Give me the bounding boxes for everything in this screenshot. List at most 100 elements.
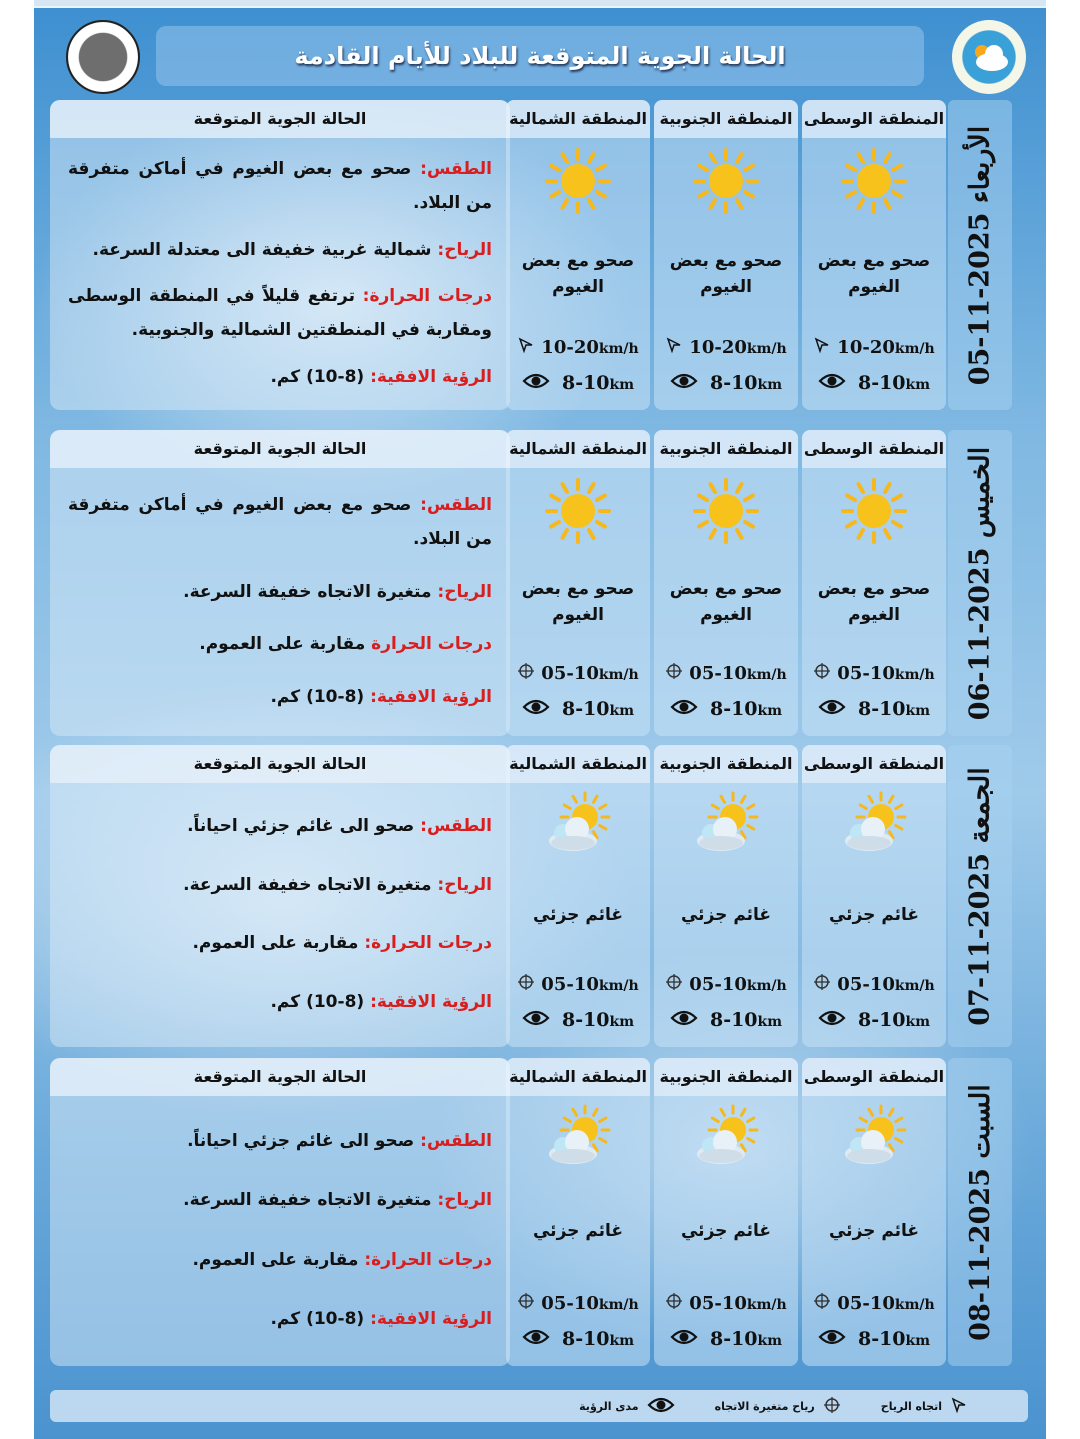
visibility-unit: km	[609, 377, 635, 393]
partly-cloudy-icon	[543, 1104, 613, 1174]
visibility-value: 8-10	[709, 698, 758, 720]
eye-icon	[647, 1396, 675, 1417]
visibility: 8-10km	[654, 694, 798, 724]
day-row: السبت 2025-11-08 المنطقة الوسطى غائم جزئ…	[50, 1058, 1028, 1366]
visibility-unit: km	[757, 377, 783, 393]
variable-wind-icon	[813, 973, 831, 996]
partly-cloudy-icon	[691, 791, 761, 861]
eye-icon	[670, 698, 698, 721]
forecast-line: الرؤية الافقية: (8-10) كم.	[68, 360, 492, 394]
wind-speed: 10-20km/h	[802, 332, 946, 362]
visibility-value: 8-10	[857, 698, 906, 720]
wind-value: 05-10	[541, 662, 599, 684]
forecast-text: صحو الى غائم جزئي احياناً.	[187, 1130, 415, 1151]
sun-icon	[691, 146, 761, 216]
forecast-line: الطقس: صحو الى غائم جزئي احياناً.	[68, 809, 492, 843]
forecast-text: ترتفع قليلاً في المنطقة الوسطى ومقاربة ف…	[68, 286, 492, 341]
wind-direction-arrow-icon	[517, 336, 535, 359]
wind-value: 10-20	[837, 336, 895, 358]
header-bar: الحالة الجوية المتوقعة للبلاد للأيام الق…	[156, 26, 924, 86]
forecast-label: الرياح:	[437, 239, 492, 260]
wind-unit: km/h	[598, 666, 639, 683]
condition-text: صحو مع بعض الغيوم	[654, 546, 798, 658]
visibility-unit: km	[609, 703, 635, 719]
sun-icon	[839, 476, 909, 546]
forecast-line: درجات الحرارة: ترتفع قليلاً في المنطقة ا…	[68, 279, 492, 347]
condition-label: صحو مع بعض الغيوم	[669, 579, 783, 625]
forecast-label: الطقس:	[420, 816, 492, 837]
date-column: الخميس 2025-11-06	[948, 430, 1012, 736]
eye-icon	[522, 1328, 550, 1351]
forecast-text: متغيرة الاتجاه خفيفة السرعة.	[183, 874, 432, 895]
sun-icon	[839, 146, 909, 216]
wind-unit: km/h	[746, 1296, 787, 1313]
region-name: المنطقة الوسطى	[802, 1058, 946, 1096]
visibility: 8-10km	[802, 368, 946, 398]
visibility-unit: km	[905, 1014, 931, 1030]
visibility: 8-10km	[654, 1005, 798, 1035]
region-card: المنطقة الجنوبية صحو مع بعض الغيوم 05-10…	[654, 430, 798, 736]
eye-icon	[818, 698, 846, 721]
date-column: الجمعة 2025-11-07	[948, 745, 1012, 1047]
visibility: 8-10km	[802, 1324, 946, 1354]
partly-cloudy-icon	[839, 1104, 909, 1174]
wind-unit: km/h	[746, 977, 787, 994]
wind-speed: 05-10km/h	[506, 658, 650, 688]
forecast-line: درجات الحرارة: مقاربة على العموم.	[68, 926, 492, 960]
wind-value: 05-10	[689, 973, 747, 995]
visibility: 8-10km	[654, 368, 798, 398]
partly-cloudy-icon	[839, 791, 909, 861]
forecast-text: (8-10) كم.	[270, 1309, 365, 1330]
region-name: المنطقة الشمالية	[506, 100, 650, 138]
forecast-text: صحو مع بعض الغيوم في أماكن متفرقة من الب…	[68, 495, 492, 550]
visibility: 8-10km	[506, 694, 650, 724]
forecast-text: مقاربة على العموم.	[192, 1249, 359, 1270]
forecast-text-panel: الحالة الجوية المتوقعة الطقس: صحو مع بعض …	[50, 100, 510, 410]
condition-text: صحو مع بعض الغيوم	[802, 546, 946, 658]
forecast-line: الرياح: شمالية غربية خفيفة الى معتدلة ال…	[68, 233, 493, 267]
panel-title: الحالة الجوية المتوقعة	[50, 430, 510, 468]
visibility: 8-10km	[654, 1324, 798, 1354]
day-date: الخميس 2025-11-06	[964, 446, 996, 720]
visibility-value: 8-10	[857, 1328, 906, 1350]
variable-wind-icon	[665, 1292, 683, 1315]
visibility-value: 8-10	[857, 372, 906, 394]
region-card: المنطقة الجنوبية غائم جزئي 05-10km/h 8-1…	[654, 745, 798, 1047]
legend-variable-wind: رياح متغيرة الاتجاه	[715, 1396, 841, 1417]
visibility-unit: km	[905, 1333, 931, 1349]
visibility: 8-10km	[506, 368, 650, 398]
region-name: المنطقة الوسطى	[802, 745, 946, 783]
forecast-text: صحو مع بعض الغيوم في أماكن متفرقة من الب…	[68, 159, 492, 214]
day-row: الأربعاء 2025-11-05 المنطقة الوسطى صحو م…	[50, 100, 1028, 410]
visibility: 8-10km	[506, 1324, 650, 1354]
forecast-label: الرؤية الافقية:	[370, 686, 492, 707]
region-name: المنطقة الجنوبية	[654, 100, 798, 138]
eye-icon	[670, 1009, 698, 1032]
forecast-label: الرياح:	[437, 581, 492, 602]
forecast-label: درجات الحرارة:	[362, 286, 492, 307]
wind-direction-arrow-icon	[950, 1396, 968, 1417]
forecast-poster: الحالة الجوية المتوقعة للبلاد للأيام الق…	[34, 0, 1046, 1439]
condition-text: غائم جزئي	[654, 1174, 798, 1288]
wind-value: 10-20	[541, 336, 599, 358]
forecast-line: الرياح: متغيرة الاتجاه خفيفة السرعة.	[68, 1183, 492, 1217]
forecast-text: متغيرة الاتجاه خفيفة السرعة.	[183, 1190, 432, 1211]
visibility-value: 8-10	[709, 1009, 758, 1031]
region-name: المنطقة الجنوبية	[654, 430, 798, 468]
region-card: المنطقة الشمالية غائم جزئي 05-10km/h 8-1…	[506, 745, 650, 1047]
region-card: المنطقة الجنوبية صحو مع بعض الغيوم 10-20…	[654, 100, 798, 410]
condition-text: غائم جزئي	[506, 861, 650, 969]
partly-cloudy-icon	[543, 791, 613, 861]
condition-text: صحو مع بعض الغيوم	[506, 216, 650, 332]
variable-wind-icon	[823, 1396, 841, 1417]
panel-title: الحالة الجوية المتوقعة	[50, 100, 510, 138]
region-name: المنطقة الجنوبية	[654, 745, 798, 783]
forecast-line: درجات الحرارة: مقاربة على العموم.	[68, 1243, 492, 1277]
wind-unit: km/h	[894, 340, 935, 357]
region-name: المنطقة الجنوبية	[654, 1058, 798, 1096]
top-border	[34, 0, 1046, 8]
wind-speed: 05-10km/h	[654, 969, 798, 999]
visibility-unit: km	[905, 377, 931, 393]
condition-label: صحو مع بعض الغيوم	[817, 251, 931, 297]
forecast-label: الطقس:	[420, 495, 492, 516]
